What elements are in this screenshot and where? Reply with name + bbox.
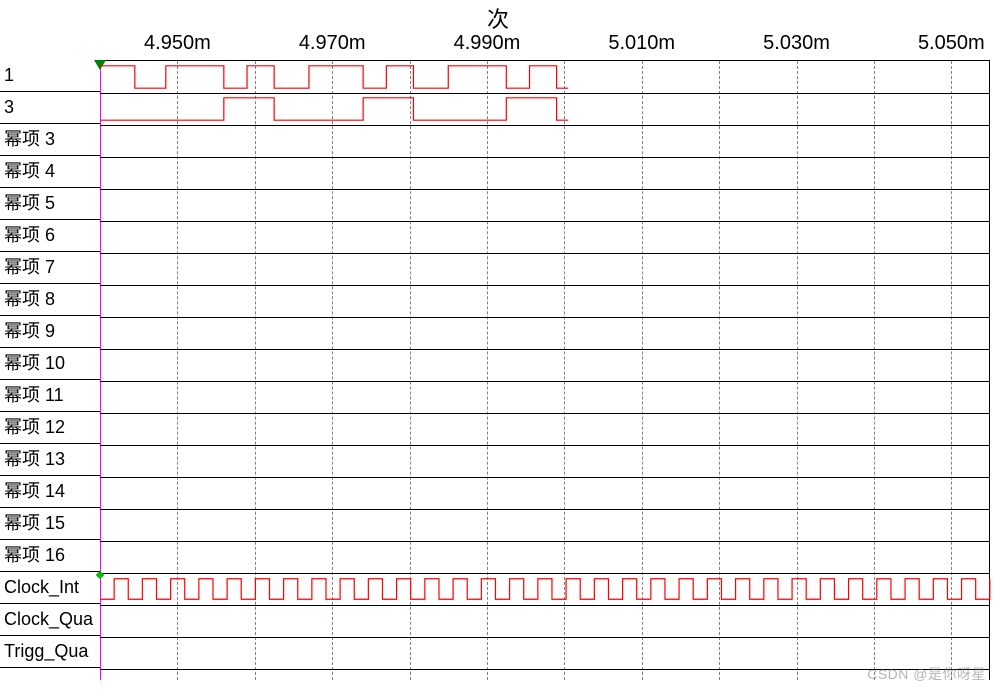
waveform-plot-area[interactable] — [100, 60, 990, 680]
signal-label[interactable]: 3 — [0, 92, 100, 124]
x-axis-tick-label: 5.050m — [918, 32, 985, 55]
signal-label[interactable]: 幂项 8 — [0, 284, 100, 316]
signal-label-column: 13幂项 3幂项 4幂项 5幂项 6幂项 7幂项 8幂项 9幂项 10幂项 11… — [0, 60, 100, 680]
x-axis-tick-label: 4.950m — [144, 32, 211, 55]
chart-title: 次 — [0, 2, 996, 34]
signal-label[interactable]: 幂项 7 — [0, 252, 100, 284]
x-axis-tick-label: 5.030m — [763, 32, 830, 55]
signal-label[interactable]: Clock_Int — [0, 572, 100, 604]
signal-label[interactable]: 幂项 9 — [0, 316, 100, 348]
x-axis-tick-label: 4.990m — [454, 32, 521, 55]
signal-label[interactable]: 幂项 6 — [0, 220, 100, 252]
signal-label[interactable]: 幂项 12 — [0, 412, 100, 444]
watermark-text: CSDN @是你呀星 — [867, 664, 986, 684]
x-axis-tick-label: 5.010m — [608, 32, 675, 55]
signal-label[interactable]: 幂项 13 — [0, 444, 100, 476]
signal-label[interactable]: 幂项 4 — [0, 156, 100, 188]
signal-label[interactable]: 幂项 11 — [0, 380, 100, 412]
signal-label[interactable]: 幂项 5 — [0, 188, 100, 220]
signal-label[interactable]: Clock_Qua — [0, 604, 100, 636]
signal-label[interactable]: 1 — [0, 60, 100, 92]
x-axis-labels: 4.950m 4.970m 4.990m 5.010m 5.030m 5.050m — [100, 32, 996, 56]
waveform-trace — [100, 61, 990, 681]
signal-label[interactable]: 幂项 3 — [0, 124, 100, 156]
signal-label[interactable]: Trigg_Qua — [0, 636, 100, 668]
signal-label[interactable]: 幂项 14 — [0, 476, 100, 508]
signal-label[interactable]: 幂项 10 — [0, 348, 100, 380]
x-axis-tick-label: 4.970m — [299, 32, 366, 55]
signal-label[interactable]: 幂项 15 — [0, 508, 100, 540]
signal-label[interactable]: 幂项 16 — [0, 540, 100, 572]
